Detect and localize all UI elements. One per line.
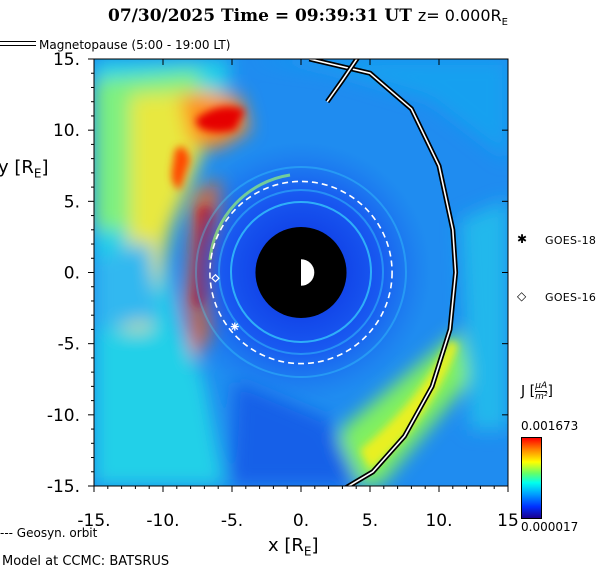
x-axis-label: x [RE] xyxy=(268,535,319,559)
x-tick-label: -15. xyxy=(77,511,110,531)
title-z-text: z= 0.000R xyxy=(417,6,502,25)
title-time: Time = 09:39:31 UT xyxy=(220,6,412,26)
colorbar-unit-den: m² xyxy=(535,392,548,402)
title-z: z= 0.000RE xyxy=(417,6,508,29)
y-tick-label: -10. xyxy=(47,406,80,426)
x-tick-label: -5. xyxy=(221,511,243,531)
colorbar xyxy=(521,437,542,519)
axis-ticks: -15. -10. -5. 0. 5. 10. 15 15. 10. 5. 0. -5. -10. -15… xyxy=(47,50,519,531)
ring-current-arcs xyxy=(195,166,407,378)
x-tick-label: 0. xyxy=(293,511,309,531)
x-tick-label: 10. xyxy=(425,511,452,531)
goes16-legend-label: GOES-16 xyxy=(545,291,597,304)
colorbar-unit: μA m² xyxy=(535,381,548,402)
title-z-sub: E xyxy=(501,17,508,29)
y-axis-label: y [RE] xyxy=(0,157,49,181)
y-axis-label-text: y [R xyxy=(0,157,34,178)
goes18-asterisk-icon: ✱ xyxy=(517,232,528,246)
x-axis-label-text: x [R xyxy=(268,535,304,556)
y-tick-label: -5. xyxy=(58,335,80,355)
page-title: 07/30/2025 Time = 09:39:31 UT z= 0.000RE xyxy=(0,6,616,28)
colorbar-title: J [μA m²] xyxy=(521,381,553,402)
magnetopause-line xyxy=(309,59,457,486)
y-axis-label-close: ] xyxy=(41,157,49,178)
colorbar-unit-num: μA xyxy=(535,381,548,392)
earth-nightside xyxy=(287,258,301,287)
x-tick-label: 5. xyxy=(362,511,378,531)
geosyn-orbit-circle xyxy=(209,180,393,365)
title-date: 07/30/2025 xyxy=(108,6,216,26)
colorbar-min-label: 0.000017 xyxy=(521,520,579,534)
y-tick-label: 10. xyxy=(53,121,80,141)
colorbar-bracket-open: [ xyxy=(529,383,536,400)
magnetopause-legend-line xyxy=(0,41,36,46)
overlay xyxy=(209,59,459,486)
colorbar-max-label: 0.001673 xyxy=(521,419,579,433)
goes18-marker xyxy=(230,322,239,331)
y-tick-label: 5. xyxy=(64,192,80,212)
y-axis-label-sub: E xyxy=(33,166,42,181)
x-axis-label-close: ] xyxy=(311,535,319,556)
magnetopause-legend-label: Magnetopause (5:00 - 19:00 LT) xyxy=(39,38,231,52)
goes16-diamond-icon: ◇ xyxy=(517,289,527,303)
y-tick-label: 15. xyxy=(53,50,80,70)
model-credit: Model at CCMC: BATSRUS xyxy=(2,554,170,569)
x-tick-label: -10. xyxy=(146,511,179,531)
magnetopause-branch-line xyxy=(326,59,358,103)
x-tick-label: 15 xyxy=(497,511,519,531)
goes18-legend-label: GOES-18 xyxy=(545,234,597,247)
goes18-marker-stroke-3 xyxy=(231,323,239,331)
x-axis-label-sub: E xyxy=(303,544,312,559)
y-tick-label: -15. xyxy=(47,477,80,497)
colorbar-quantity: J xyxy=(521,383,526,400)
geosyn-orbit-legend: --- Geosyn. orbit xyxy=(0,526,98,540)
goes16-marker xyxy=(211,273,220,283)
colorbar-bracket-close: ] xyxy=(547,383,553,400)
y-tick-label: 0. xyxy=(64,264,80,284)
